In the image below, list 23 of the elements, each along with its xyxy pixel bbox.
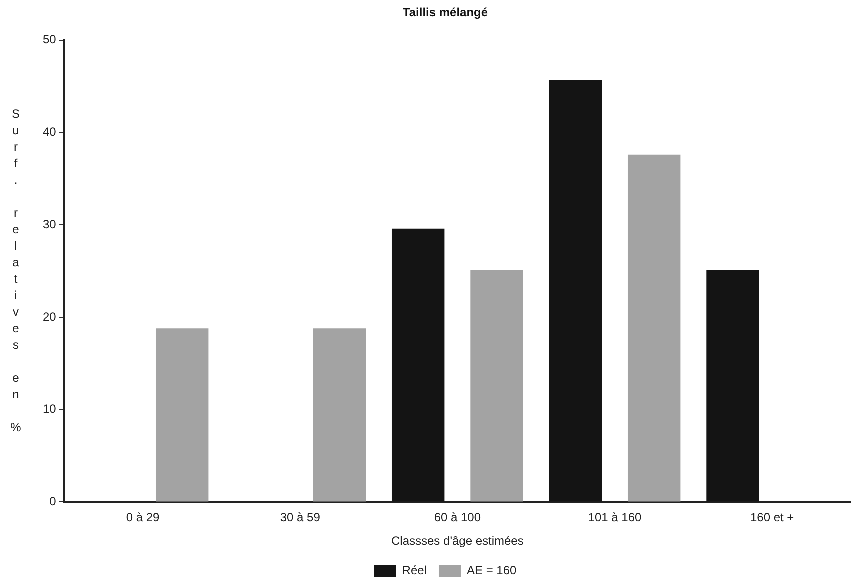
legend-label: Réel bbox=[402, 563, 427, 578]
x-tick-label: 160 et + bbox=[750, 510, 794, 525]
x-tick-label: 101 à 160 bbox=[588, 510, 642, 525]
bar bbox=[392, 228, 445, 502]
bar bbox=[156, 328, 209, 502]
bar bbox=[470, 270, 524, 502]
x-tick-label: 30 à 59 bbox=[280, 510, 321, 525]
y-tick-label: 50 bbox=[42, 32, 57, 47]
bar bbox=[313, 328, 366, 502]
x-axis-title: Classses d'âge estimées bbox=[391, 534, 524, 548]
y-tick-label: 40 bbox=[42, 125, 57, 140]
bar bbox=[628, 154, 681, 502]
x-tick-label: 0 à 29 bbox=[126, 510, 160, 525]
y-tick-label: 30 bbox=[42, 217, 57, 232]
legend-label: AE = 160 bbox=[466, 563, 518, 578]
chart-title: Taillis mélangé bbox=[402, 6, 488, 20]
y-tick-label: 10 bbox=[42, 402, 57, 416]
x-tick-label: 60 à 100 bbox=[434, 510, 482, 525]
y-tick-label: 0 bbox=[50, 494, 57, 509]
text: Surf. relatives en % bbox=[10, 106, 22, 434]
bar bbox=[706, 270, 760, 502]
bar bbox=[549, 80, 602, 502]
y-tick-label: 20 bbox=[42, 310, 57, 324]
